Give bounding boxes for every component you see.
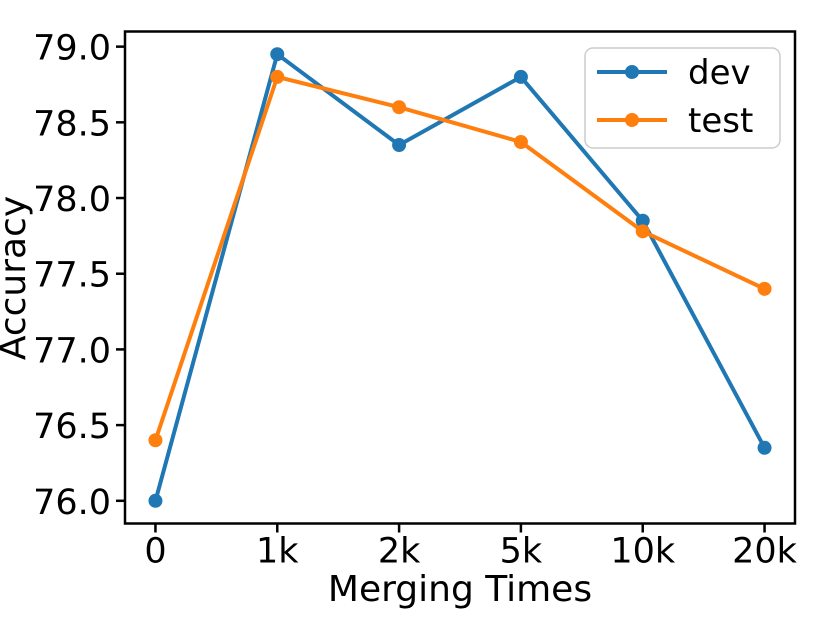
plot-area: 76.0 76.5 77.0 77.5 78.0 78.5 79.0 0 1k 2k 5k 10k 20… (33, 29, 798, 572)
data-point-test-5k (513, 135, 528, 150)
x-tick-label: 2k (378, 532, 421, 572)
data-point-dev-20k (757, 440, 772, 455)
x-tick-label: 0 (144, 532, 166, 572)
data-point-dev-2k (392, 138, 407, 153)
legend-marker-dev (625, 65, 639, 79)
x-tick-label: 1k (256, 532, 299, 572)
y-tick-label: 78.0 (33, 180, 111, 220)
y-tick-label: 77.5 (33, 256, 111, 296)
y-tick-label: 78.5 (33, 104, 111, 144)
y-tick-label: 77.0 (33, 331, 111, 371)
data-point-dev-0 (148, 493, 163, 508)
x-axis-title: Merging Times (328, 569, 592, 610)
data-point-dev-10k (635, 213, 650, 228)
data-point-test-10k (635, 224, 650, 239)
y-axis-title: Accuracy (0, 196, 34, 360)
legend-label-dev: dev (688, 53, 751, 93)
y-tick-label: 79.0 (33, 29, 111, 69)
data-point-dev-5k (513, 69, 528, 84)
series-line-dev (153, 50, 767, 502)
series-line-test (153, 74, 766, 441)
x-tick-label: 10k (610, 532, 676, 572)
y-tick-label: 76.5 (33, 407, 111, 447)
legend-label-test: test (688, 101, 753, 141)
data-point-dev-1k (270, 47, 285, 62)
y-tick-label: 76.0 (33, 483, 111, 523)
data-point-test-20k (757, 281, 772, 296)
legend-marker-test (625, 113, 639, 127)
data-point-test-1k (270, 69, 285, 84)
data-point-test-0 (148, 433, 163, 448)
x-tick-label: 20k (732, 532, 798, 572)
axes-frame (123, 30, 797, 525)
data-point-test-2k (392, 100, 407, 115)
x-tick-label: 5k (500, 532, 543, 572)
